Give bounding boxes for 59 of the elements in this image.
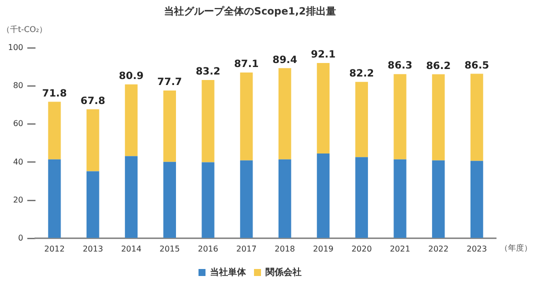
chart-title: 当社グループ全体のScope1,2排出量 (164, 6, 336, 18)
total-label: 86.3 (388, 60, 412, 72)
bar (278, 159, 292, 238)
bar (86, 109, 100, 172)
total-label: 67.8 (80, 96, 106, 107)
bar (470, 74, 484, 161)
total-label: 82.2 (349, 68, 374, 80)
total-label: 80.9 (118, 70, 144, 82)
bar (355, 157, 368, 238)
y-axis-title: （千t-CO₂） (2, 25, 48, 34)
y-tick-label: 40 (13, 157, 24, 166)
x-tick-label: 2020 (351, 244, 372, 254)
bar (432, 160, 445, 238)
bar (163, 162, 176, 238)
total-label: 77.7 (157, 77, 182, 88)
y-tick-label: 80 (13, 81, 24, 90)
total-label: 89.4 (272, 54, 298, 66)
y-tick-label: 0 (18, 233, 24, 242)
bar (48, 159, 61, 238)
total-label: 71.8 (42, 88, 67, 100)
y-tick-label: 60 (13, 119, 24, 128)
x-tick-label: 2013 (82, 244, 104, 254)
bar (124, 84, 138, 156)
bar (316, 63, 330, 154)
bar (48, 102, 61, 160)
bar (240, 160, 253, 238)
bar (240, 72, 253, 160)
total-label: 86.5 (464, 60, 490, 72)
x-tick-label: 2012 (44, 244, 65, 254)
legend-label: 関係会社 (266, 266, 302, 278)
total-label: 83.2 (196, 66, 220, 78)
bar (278, 68, 292, 160)
total-label: 87.1 (234, 59, 259, 70)
y-tick-label: 100 (8, 43, 24, 52)
x-tick-label: 2015 (159, 244, 180, 254)
bar (432, 74, 445, 160)
bar (202, 80, 214, 162)
x-axis-title: （年度） (500, 243, 532, 252)
x-tick-label: 2019 (313, 244, 334, 254)
bar (202, 162, 214, 238)
total-label: 92.1 (310, 50, 336, 61)
x-tick-label: 2023 (466, 244, 487, 254)
x-tick-label: 2017 (236, 244, 257, 254)
bar (394, 74, 406, 160)
bar (124, 156, 138, 238)
x-tick-label: 2022 (428, 244, 449, 254)
legend-label: 当社単体 (210, 266, 247, 278)
bar (394, 159, 406, 238)
x-tick-label: 2014 (121, 244, 142, 254)
x-tick-label: 2021 (390, 244, 410, 254)
bar (355, 82, 368, 158)
bar (163, 90, 176, 162)
total-label: 86.2 (426, 60, 451, 72)
x-tick-label: 2016 (198, 244, 218, 254)
x-tick-label: 2018 (274, 244, 296, 254)
bar (86, 171, 100, 238)
y-tick-label: 20 (13, 195, 24, 204)
bar (470, 160, 484, 238)
bar (316, 153, 330, 238)
